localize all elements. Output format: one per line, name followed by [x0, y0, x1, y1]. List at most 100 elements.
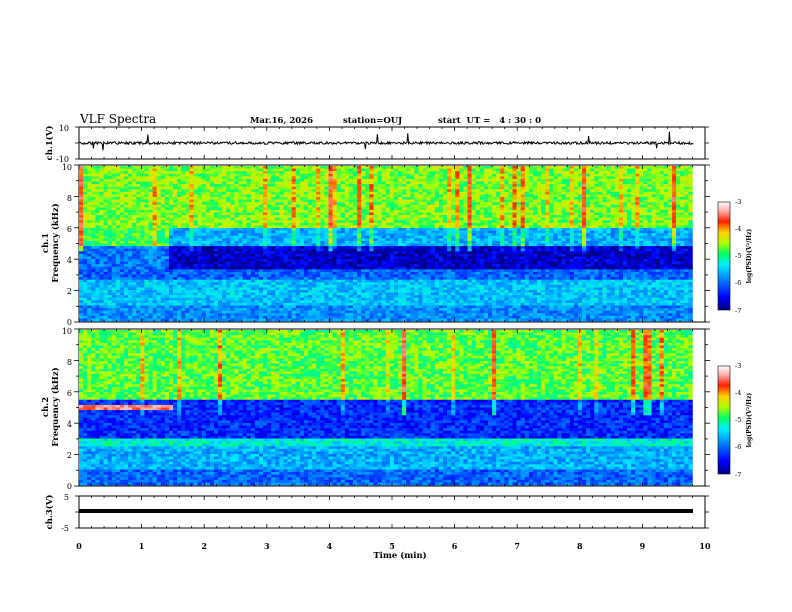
spectrogram-cell [303, 279, 309, 283]
spectrogram-cell [299, 225, 305, 229]
spectrogram-cell [316, 259, 321, 262]
spectrogram-cell [369, 256, 374, 260]
spectrogram-cell [303, 243, 309, 247]
spectrogram-cell [373, 290, 378, 293]
spectrogram-cell [79, 300, 84, 304]
spectrogram-cell [267, 228, 272, 231]
spectrogram-cell [230, 259, 235, 262]
spectrogram-cell [295, 284, 301, 288]
spectrogram-cell [414, 189, 419, 193]
spectrogram-cell [238, 315, 243, 319]
spectrogram-cell [91, 282, 96, 286]
spectrogram-cell [197, 238, 202, 242]
spectrogram-cell [398, 176, 403, 180]
spectrogram-cell [234, 264, 239, 268]
spectrogram-cell [254, 194, 260, 198]
spectrogram-cell [218, 176, 223, 180]
spectrogram-cell [95, 207, 100, 211]
spectrogram-cell [389, 284, 395, 288]
spectrogram-cell [361, 269, 366, 273]
spectrogram-cell [344, 194, 350, 198]
spectrogram-cell [91, 204, 96, 208]
spectrogram-cell [197, 290, 202, 293]
spectrogram-cell [136, 222, 141, 226]
spectrogram-cell [271, 171, 276, 175]
spectrogram-cell [320, 178, 325, 182]
spectrogram-cell [197, 310, 202, 314]
spectrogram-cell [324, 189, 329, 193]
spectrogram-cell [303, 194, 309, 198]
spectrogram-cell [91, 248, 96, 252]
spectrogram-cell [353, 233, 358, 237]
spectrogram-cell [222, 204, 227, 208]
spectrogram-cell [328, 166, 333, 169]
spectrogram-cell [353, 222, 358, 226]
spectrogram-cell [177, 194, 182, 198]
spectrogram-cell [402, 302, 407, 306]
spectrogram-cell [258, 181, 264, 185]
spectrogram-cell [95, 176, 100, 180]
spectrogram-cell [250, 243, 256, 247]
spectrogram-cell [230, 222, 235, 226]
spectrogram-cell [267, 230, 272, 234]
spectrogram-cell [173, 212, 178, 216]
spectrogram-cell [152, 233, 158, 237]
spectrogram-cell [279, 199, 284, 203]
spectrogram-cell [103, 171, 108, 175]
spectrogram-cell [111, 246, 117, 249]
spectrogram-cell [271, 184, 276, 187]
spectrogram-cell [299, 173, 305, 177]
spectrogram-cell [103, 215, 108, 218]
spectrogram-cell [123, 204, 129, 208]
spectrogram-cell [111, 261, 117, 265]
spectrogram-cell [119, 199, 125, 203]
spectrogram-cell [160, 222, 166, 226]
spectrogram-cell [299, 318, 305, 322]
spectrogram-cell [279, 191, 284, 195]
spectrogram-cell [250, 261, 256, 265]
spectrogram-cell [91, 189, 96, 193]
spectrogram-cell [115, 269, 121, 273]
spectrogram-cell [177, 305, 182, 309]
spectrogram-cell [402, 189, 407, 193]
spectrogram-cell [377, 284, 382, 288]
spectrogram-cell [246, 222, 252, 226]
spectrogram-cell [234, 246, 239, 249]
spectrogram-cell [316, 191, 321, 195]
spectrogram-cell [283, 292, 288, 296]
spectrogram-cell [164, 274, 170, 278]
spectrogram-cell [267, 186, 272, 190]
spectrogram-cell [83, 287, 88, 291]
spectrogram-cell [353, 266, 358, 270]
spectrogram-cell [324, 259, 329, 262]
spectrogram-cell [189, 238, 194, 242]
spectrogram-cell [418, 166, 423, 169]
spectrogram-cell [287, 287, 292, 291]
spectrogram-cell [398, 228, 403, 231]
spectrogram-cell [275, 173, 280, 177]
spectrogram-cell [209, 282, 215, 286]
spectrogram-cell [205, 230, 211, 234]
spectrogram-cell [308, 318, 313, 322]
spectrogram-cell [258, 295, 264, 299]
spectrogram-cell [263, 235, 268, 239]
spectrogram-cell [115, 230, 121, 234]
spectrogram-cell [361, 256, 366, 260]
spectrogram-cell [205, 308, 211, 311]
spectrogram-cell [381, 264, 387, 268]
spectrogram-cell [201, 212, 207, 216]
spectrogram-cell [209, 292, 215, 296]
spectrogram-cell [246, 204, 252, 208]
spectrogram-cell [381, 217, 387, 221]
spectrogram-cell [152, 290, 158, 293]
spectrogram-cell [299, 176, 305, 180]
spectrogram-cell [303, 282, 309, 286]
spectrogram-cell [316, 295, 321, 299]
spectrogram-cell [303, 271, 309, 275]
spectrogram-cell [218, 302, 223, 306]
spectrogram-cell [353, 308, 358, 311]
spectrogram-cell [132, 282, 137, 286]
spectrogram-cell [258, 256, 264, 260]
spectrogram-cell [316, 279, 321, 283]
spectrogram-cell [385, 209, 391, 213]
